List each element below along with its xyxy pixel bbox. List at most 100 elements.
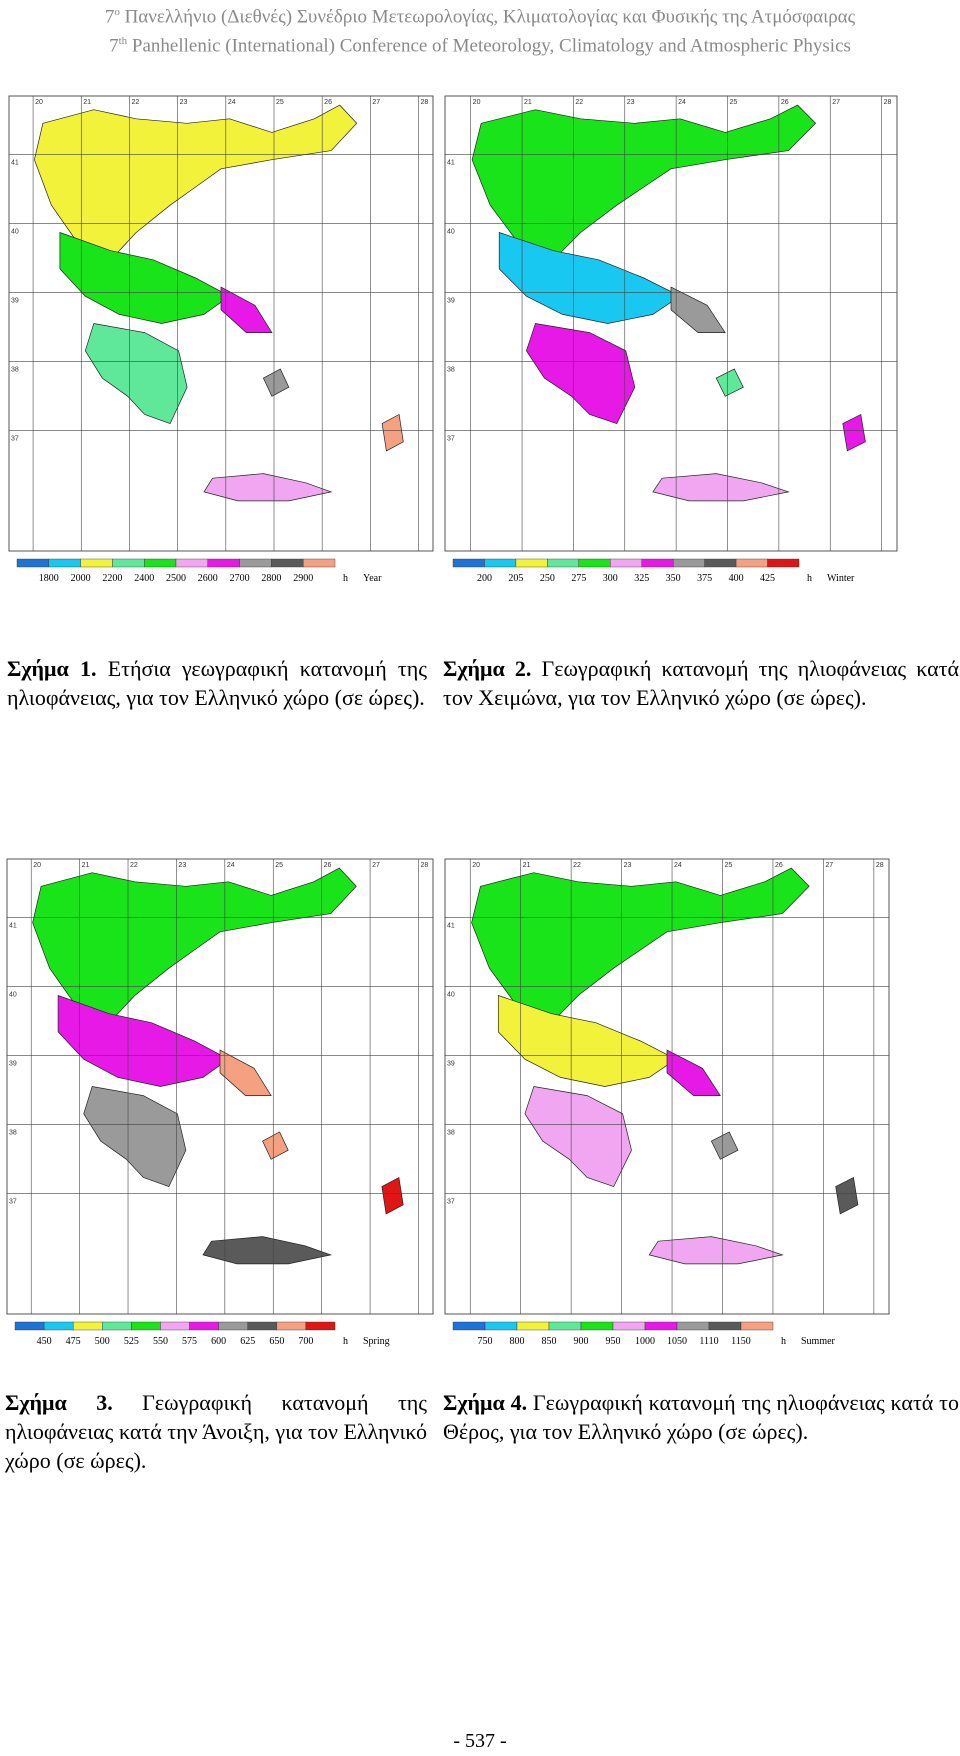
longitude-tick-label: 25 (730, 99, 738, 106)
longitude-tick-label: 20 (33, 862, 41, 869)
legend-season-label: Year (363, 573, 382, 584)
figure-2-caption: Σχήμα 2. Γεωγραφική κατανομή της ηλιοφάν… (443, 656, 959, 710)
legend-swatch (48, 558, 81, 568)
longitude-tick-label: 24 (678, 99, 686, 106)
legend-swatch (676, 1321, 710, 1331)
fig1-svg: 20 21 22 23 24 25 26 27 28 41 40 39 38 37 1800 2000 2200… (8, 95, 434, 584)
latitude-tick-label: 41 (9, 923, 17, 930)
legend-value-label: 2700 (230, 573, 250, 584)
latitude-tick-label: 39 (447, 1060, 455, 1067)
fig2-svg: 20 21 22 23 24 25 26 27 28 41 40 39 38 37 200 205 250 275… (444, 95, 898, 584)
legend-value-label: 575 (182, 1336, 197, 1347)
landmass-region (498, 232, 681, 324)
legend-swatch (305, 1321, 336, 1331)
landmass-region (219, 1049, 272, 1096)
legend-swatch (708, 1321, 742, 1331)
legend-value-label: 250 (540, 573, 555, 584)
latitude-tick-label: 41 (447, 923, 455, 930)
legend-value-label: 800 (510, 1336, 525, 1347)
legend-value-label: 950 (606, 1336, 621, 1347)
legend-value-label: 2200 (102, 573, 122, 584)
legend-unit-label: h (343, 573, 348, 584)
longitude-tick-label: 23 (178, 862, 186, 869)
longitude-tick-label: 25 (275, 862, 283, 869)
fig4-svg: 20 21 22 23 24 25 26 27 28 41 40 39 38 37 750 800 850 900… (444, 858, 890, 1347)
legend-swatch (548, 1321, 582, 1331)
longitude-tick-label: 24 (227, 862, 235, 869)
figure-2-map: 20 21 22 23 24 25 26 27 28 41 40 39 38 37 200 205 250 275… (443, 94, 899, 618)
latitude-tick-label: 37 (447, 1198, 455, 1205)
legend-swatch (16, 558, 49, 568)
legend-value-label: 850 (542, 1336, 557, 1347)
legend-value-label: 300 (603, 573, 618, 584)
longitude-tick-label: 22 (573, 862, 581, 869)
legend-value-label: 375 (697, 573, 712, 584)
longitude-tick-label: 20 (472, 862, 480, 869)
longitude-tick-label: 20 (473, 99, 481, 106)
latitude-tick-label: 39 (11, 297, 19, 304)
legend-value-label: 500 (95, 1336, 110, 1347)
legend-swatch (484, 558, 517, 568)
legend-swatch (175, 558, 208, 568)
legend-swatch (735, 558, 768, 568)
latitude-tick-label: 41 (447, 160, 455, 167)
longitude-tick-label: 27 (372, 862, 380, 869)
longitude-tick-label: 22 (575, 99, 583, 106)
legend-unit-label: h (807, 573, 812, 584)
legend-swatch (112, 558, 145, 568)
legend-value-label: 900 (574, 1336, 589, 1347)
latitude-tick-label: 40 (447, 992, 455, 999)
landmass-region (524, 1086, 632, 1188)
legend-value-label: 200 (477, 573, 492, 584)
legend-swatch (515, 558, 548, 568)
latitude-tick-label: 39 (9, 1060, 17, 1067)
legend-swatch (207, 558, 240, 568)
landmass-region (57, 995, 230, 1087)
conference-header: 7ο Πανελλήνιο (Διεθνές) Συνέδριο Μετεωρο… (0, 0, 960, 59)
legend-value-label: 2500 (166, 573, 186, 584)
latitude-tick-label: 37 (11, 435, 19, 442)
legend-value-label: 450 (37, 1336, 52, 1347)
longitude-tick-label: 27 (832, 99, 840, 106)
legend-value-label: 625 (240, 1336, 255, 1347)
legend-swatch (580, 1321, 614, 1331)
legend-swatch (80, 558, 113, 568)
latitude-tick-label: 37 (9, 1198, 17, 1205)
latitude-tick-label: 40 (9, 992, 17, 999)
figure-1-caption: Σχήμα 1. Ετήσια γεωγραφική κατανομή της … (7, 656, 427, 710)
legend-value-label: 700 (298, 1336, 313, 1347)
legend-value-label: 600 (211, 1336, 226, 1347)
legend-value-label: 1000 (635, 1336, 655, 1347)
legend-value-label: 750 (478, 1336, 493, 1347)
fig3-svg: 20 21 22 23 24 25 26 27 28 41 40 39 38 37 450 475 500 525… (6, 858, 434, 1347)
legend-value-label: 2600 (198, 573, 218, 584)
longitude-tick-label: 22 (130, 862, 138, 869)
legend-swatch (239, 558, 272, 568)
latitude-tick-label: 38 (11, 366, 19, 373)
landmass-region (835, 1176, 859, 1215)
legend-swatch (218, 1321, 248, 1331)
longitude-tick-label: 23 (180, 99, 188, 106)
legend-swatch (276, 1321, 307, 1331)
legend-unit-label: h (781, 1336, 786, 1347)
legend-value-label: 1150 (731, 1336, 751, 1347)
landmass-region (381, 413, 404, 452)
legend-swatch (102, 1321, 132, 1331)
figure-4-map: 20 21 22 23 24 25 26 27 28 41 40 39 38 37 750 800 850 900… (443, 857, 891, 1383)
page-number: - 537 - (453, 1730, 507, 1752)
legend-value-label: 275 (571, 573, 586, 584)
legend-swatch (72, 1321, 103, 1331)
landmass-region (203, 473, 333, 502)
longitude-tick-label: 26 (324, 862, 332, 869)
legend-swatch (578, 558, 611, 568)
landmass-region (710, 1131, 739, 1160)
landmass-region (83, 1086, 187, 1188)
legend-value-label: 425 (760, 573, 775, 584)
map-frame (444, 95, 898, 552)
landmass-region (220, 286, 273, 333)
longitude-tick-label: 22 (131, 99, 139, 106)
legend-swatch (452, 558, 485, 568)
landmass-region (648, 1236, 784, 1265)
legend-swatch (131, 1321, 161, 1331)
figure-3-map: 20 21 22 23 24 25 26 27 28 41 40 39 38 37 450 475 500 525… (5, 857, 435, 1383)
